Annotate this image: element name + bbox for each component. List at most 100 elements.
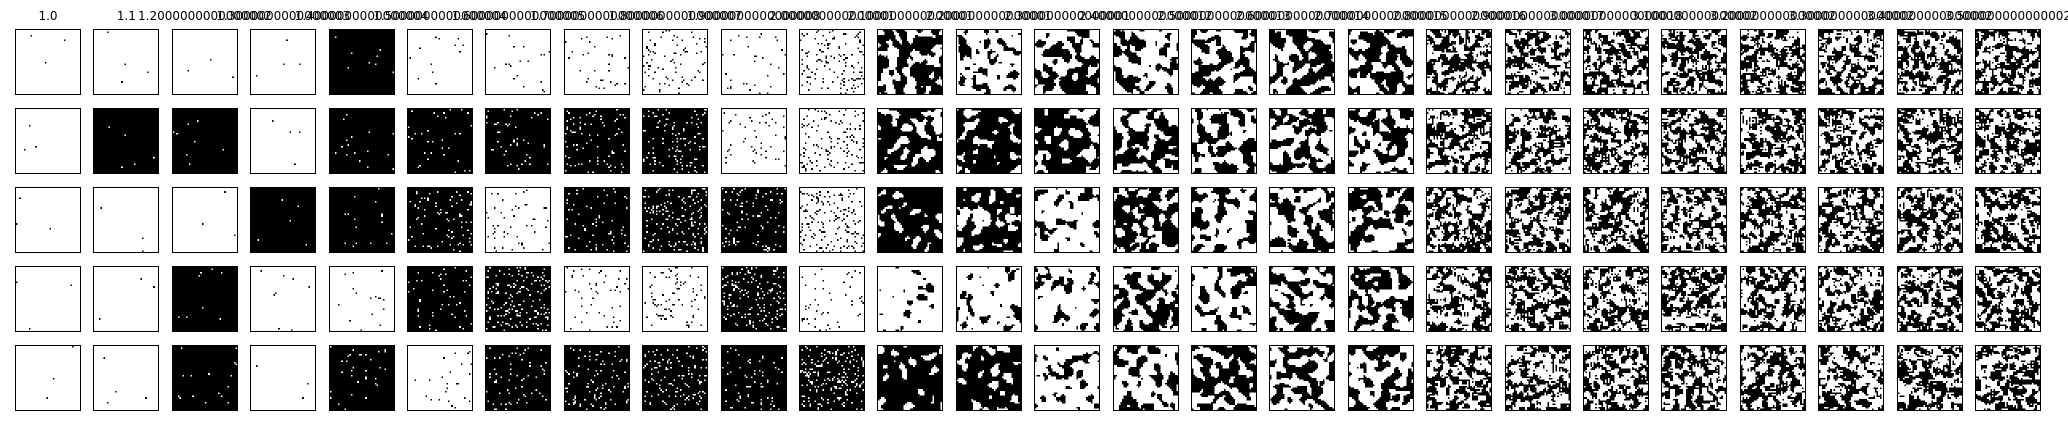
spin-lattice-image [721, 188, 786, 252]
lattice-panel [1661, 266, 1728, 332]
lattice-panel [1347, 345, 1414, 411]
spin-lattice-image [94, 30, 159, 94]
spin-lattice-image [1662, 109, 1727, 173]
spin-lattice-image [408, 267, 472, 331]
spin-lattice-image [94, 346, 159, 410]
lattice-panel [1661, 345, 1728, 411]
spin-lattice-image [1192, 188, 1256, 252]
lattice-panel [955, 108, 1022, 174]
lattice-panel [1034, 187, 1101, 253]
spin-lattice-image [251, 188, 316, 252]
spin-lattice-image [172, 188, 237, 252]
spin-lattice-image [94, 109, 159, 173]
lattice-panel [799, 345, 865, 411]
spin-lattice-image [643, 30, 708, 94]
column-title: 1.6000000000000005 [451, 9, 586, 23]
lattice-panel [1818, 108, 1885, 174]
spin-lattice-image [16, 188, 80, 252]
spin-lattice-image [408, 109, 472, 173]
lattice-panel [328, 29, 395, 95]
spin-lattice-image [1035, 267, 1100, 331]
lattice-panel [1739, 266, 1806, 332]
lattice-panel [15, 29, 81, 95]
lattice-panel [1739, 108, 1806, 174]
spin-lattice-image [1584, 267, 1648, 331]
spin-lattice-image [800, 346, 864, 410]
lattice-panel [1347, 108, 1414, 174]
lattice-panel [720, 345, 787, 411]
spin-lattice-image [878, 30, 943, 94]
spin-lattice-image [1897, 267, 1962, 331]
lattice-panel [1504, 108, 1571, 174]
spin-lattice-image [1976, 188, 2040, 252]
spin-lattice-image [94, 188, 159, 252]
spin-lattice-image [956, 188, 1021, 252]
lattice-panel [1269, 266, 1336, 332]
column-title: 2.300000000000001 [1004, 9, 1131, 23]
spin-lattice-image [1427, 267, 1492, 331]
lattice-panel [93, 266, 160, 332]
spin-lattice-image [408, 346, 472, 410]
column-title: 3.100000000000002 [1631, 9, 1758, 23]
spin-lattice-image [1819, 188, 1884, 252]
spin-lattice-image [564, 346, 629, 410]
spin-lattice-image [1035, 188, 1100, 252]
spin-lattice-image [564, 267, 629, 331]
spin-lattice-image [1113, 346, 1178, 410]
spin-lattice-image [1270, 267, 1335, 331]
spin-lattice-image [1270, 109, 1335, 173]
spin-lattice-image [1740, 267, 1805, 331]
lattice-panel [250, 29, 317, 95]
lattice-panel [799, 29, 865, 95]
lattice-panel [1426, 187, 1493, 253]
lattice-panel [1269, 29, 1336, 95]
lattice-panel [1975, 29, 2041, 95]
lattice-panel [955, 345, 1022, 411]
spin-lattice-image [172, 30, 237, 94]
column-title: 1.9000000000000008 [686, 9, 821, 23]
spin-lattice-image [486, 188, 551, 252]
lattice-panel [407, 266, 473, 332]
lattice-panel [1896, 266, 1963, 332]
spin-lattice-image [1976, 30, 2040, 94]
lattice-panel [955, 29, 1022, 95]
lattice-panel [1975, 187, 2041, 253]
column-title: 2.100000000000001 [847, 9, 974, 23]
lattice-panel [955, 187, 1022, 253]
spin-lattice-image [172, 267, 237, 331]
spin-lattice-image [16, 109, 80, 173]
spin-lattice-image [1505, 109, 1570, 173]
spin-lattice-image [1819, 346, 1884, 410]
spin-lattice-image [94, 267, 159, 331]
spin-lattice-image [1192, 346, 1256, 410]
spin-lattice-image [1740, 109, 1805, 173]
lattice-panel [250, 187, 317, 253]
spin-lattice-image [251, 30, 316, 94]
spin-lattice-image [1976, 109, 2040, 173]
lattice-panel [1896, 108, 1963, 174]
lattice-panel [485, 345, 552, 411]
lattice-panel [877, 108, 944, 174]
spin-lattice-image [329, 346, 394, 410]
column-title: 1.3000000000000003 [216, 9, 350, 23]
lattice-panel [642, 187, 709, 253]
lattice-panel [171, 187, 238, 253]
lattice-panel [1739, 187, 1806, 253]
lattice-panel [642, 345, 709, 411]
column-title: 3.300000000000002 [1788, 9, 1915, 23]
spin-lattice-image [956, 346, 1021, 410]
lattice-panel [171, 29, 238, 95]
lattice-panel [877, 187, 944, 253]
spin-lattice-image [1976, 267, 2040, 331]
column-title: 3.500000000000002 [1945, 9, 2068, 23]
spin-lattice-image [1113, 30, 1178, 94]
lattice-panel [1112, 345, 1179, 411]
spin-lattice-image [643, 109, 708, 173]
lattice-panel [1269, 345, 1336, 411]
lattice-panel [799, 187, 865, 253]
spin-lattice-image [251, 346, 316, 410]
column-title: 2.9000000000000017 [1470, 9, 1605, 23]
spin-lattice-image [1035, 30, 1100, 94]
lattice-panel [1347, 187, 1414, 253]
lattice-panel [1661, 29, 1728, 95]
